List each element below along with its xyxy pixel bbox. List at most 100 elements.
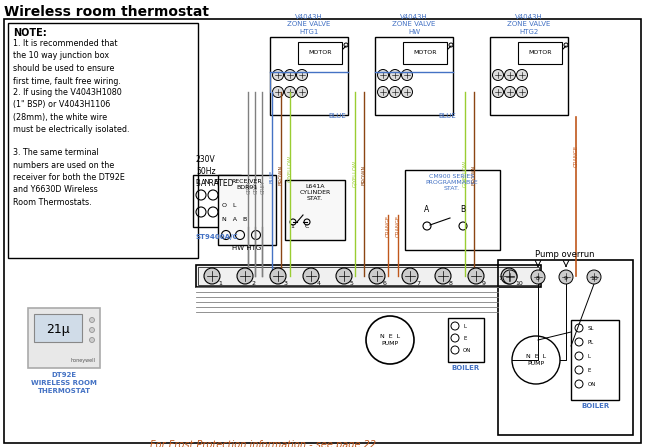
Text: A: A xyxy=(424,205,430,214)
Circle shape xyxy=(272,87,284,97)
Text: 2: 2 xyxy=(251,281,255,286)
Bar xyxy=(270,37,348,115)
Bar xyxy=(28,308,100,368)
Circle shape xyxy=(517,87,528,97)
Circle shape xyxy=(303,268,319,284)
Text: G/YELLOW: G/YELLOW xyxy=(462,160,468,187)
Bar xyxy=(8,23,198,258)
Text: 6: 6 xyxy=(383,281,387,286)
Text: NOTE:: NOTE: xyxy=(13,28,46,38)
Text: GREY: GREY xyxy=(246,180,252,194)
Text: L  N  E: L N E xyxy=(196,179,219,185)
Text: honeywell: honeywell xyxy=(70,358,95,363)
Circle shape xyxy=(284,69,295,80)
Text: 21µ: 21µ xyxy=(46,324,70,337)
Bar xyxy=(403,42,447,64)
Text: Pump overrun: Pump overrun xyxy=(535,250,595,259)
Text: 7: 7 xyxy=(416,281,420,286)
Text: ORANGE: ORANGE xyxy=(395,215,401,237)
Circle shape xyxy=(493,69,504,80)
Bar xyxy=(193,175,241,227)
Text: L641A
CYLINDER
STAT.: L641A CYLINDER STAT. xyxy=(299,184,331,202)
Circle shape xyxy=(402,268,418,284)
Text: HW HTG: HW HTG xyxy=(232,245,261,251)
Circle shape xyxy=(504,69,515,80)
Circle shape xyxy=(336,268,352,284)
Text: BLUE: BLUE xyxy=(438,113,456,119)
Bar xyxy=(218,175,276,245)
Circle shape xyxy=(435,268,451,284)
Circle shape xyxy=(401,87,413,97)
Circle shape xyxy=(468,268,484,284)
Circle shape xyxy=(503,270,517,284)
Text: 4: 4 xyxy=(317,281,321,286)
Circle shape xyxy=(284,87,295,97)
Text: BLUE: BLUE xyxy=(270,170,275,183)
Circle shape xyxy=(587,270,601,284)
Text: GREY: GREY xyxy=(253,180,259,194)
Bar xyxy=(196,265,541,287)
Text: 3. The same terminal
numbers are used on the
receiver for both the DT92E
and Y66: 3. The same terminal numbers are used on… xyxy=(13,148,125,207)
Text: BROWN: BROWN xyxy=(361,165,366,186)
Text: N  E  L
PUMP: N E L PUMP xyxy=(526,354,546,366)
Text: BROWN: BROWN xyxy=(471,165,477,186)
Text: BROWN: BROWN xyxy=(279,165,284,186)
Text: ON: ON xyxy=(463,347,471,353)
Text: G/YELLOW: G/YELLOW xyxy=(288,155,292,182)
Bar xyxy=(498,260,633,435)
Circle shape xyxy=(559,270,573,284)
Circle shape xyxy=(90,337,95,342)
Circle shape xyxy=(204,268,220,284)
Circle shape xyxy=(377,69,388,80)
Text: 7: 7 xyxy=(498,275,502,281)
Text: 1. It is recommended that
the 10 way junction box
should be used to ensure
first: 1. It is recommended that the 10 way jun… xyxy=(13,39,121,85)
Text: For Frost Protection information - see page 22: For Frost Protection information - see p… xyxy=(150,440,376,447)
Text: BOILER: BOILER xyxy=(452,365,480,371)
Text: N  E  L
PUMP: N E L PUMP xyxy=(380,334,400,346)
Text: GREY: GREY xyxy=(261,180,266,194)
Text: C: C xyxy=(305,224,310,229)
Text: 10: 10 xyxy=(590,275,598,281)
Text: ON: ON xyxy=(588,381,597,387)
Text: 9: 9 xyxy=(564,275,568,281)
Text: V4043H
ZONE VALVE
HTG1: V4043H ZONE VALVE HTG1 xyxy=(287,14,331,35)
Text: ORANGE: ORANGE xyxy=(386,215,390,237)
Circle shape xyxy=(297,69,308,80)
Circle shape xyxy=(504,87,515,97)
Circle shape xyxy=(272,69,284,80)
Circle shape xyxy=(377,87,388,97)
Text: E: E xyxy=(588,367,591,372)
Text: MOTOR: MOTOR xyxy=(413,51,437,55)
Circle shape xyxy=(501,268,517,284)
Circle shape xyxy=(493,87,504,97)
Text: 3: 3 xyxy=(284,281,288,286)
Circle shape xyxy=(517,69,528,80)
Text: V4043H
ZONE VALVE
HTG2: V4043H ZONE VALVE HTG2 xyxy=(508,14,551,35)
Text: CM900 SERIES
PROGRAMMABLE
STAT.: CM900 SERIES PROGRAMMABLE STAT. xyxy=(426,174,479,191)
Bar xyxy=(198,267,539,285)
Text: 2. If using the V4043H1080
(1" BSP) or V4043H1106
(28mm), the white wire
must be: 2. If using the V4043H1080 (1" BSP) or V… xyxy=(13,88,130,135)
Text: ST9400A/C: ST9400A/C xyxy=(196,234,239,240)
Circle shape xyxy=(270,268,286,284)
Text: N   A   B: N A B xyxy=(222,217,247,222)
Text: MOTOR: MOTOR xyxy=(308,51,332,55)
Text: RECEIVER
BDR91: RECEIVER BDR91 xyxy=(232,179,263,190)
Bar xyxy=(405,170,500,250)
Circle shape xyxy=(90,317,95,322)
Text: 8: 8 xyxy=(536,275,540,281)
Text: SL: SL xyxy=(588,325,595,330)
Bar xyxy=(448,318,484,362)
Text: DT92E
WIRELESS ROOM
THERMOSTAT: DT92E WIRELESS ROOM THERMOSTAT xyxy=(31,372,97,394)
Circle shape xyxy=(237,268,253,284)
Text: 5: 5 xyxy=(350,281,354,286)
Text: ORANGE: ORANGE xyxy=(573,145,579,167)
Text: E: E xyxy=(463,336,466,341)
Circle shape xyxy=(531,270,545,284)
Text: 1: 1 xyxy=(290,224,294,229)
Text: 9: 9 xyxy=(482,281,486,286)
Bar xyxy=(571,320,619,400)
Circle shape xyxy=(390,87,401,97)
Circle shape xyxy=(401,69,413,80)
Text: PL: PL xyxy=(588,340,594,345)
Text: L: L xyxy=(588,354,591,358)
